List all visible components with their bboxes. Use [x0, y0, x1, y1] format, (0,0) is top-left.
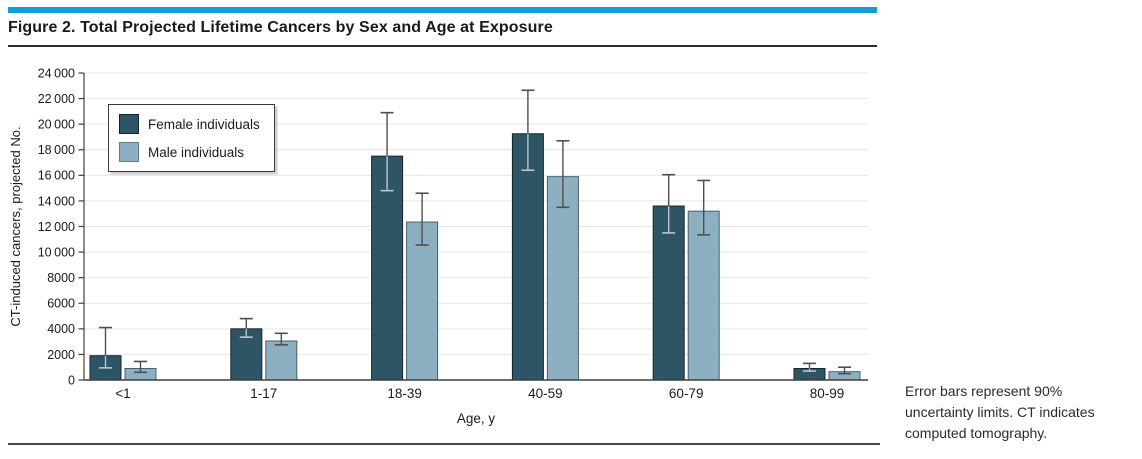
y-tick-label: 10 000 — [38, 245, 75, 259]
y-axis-label: CT-induced cancers, projected No. — [8, 126, 23, 326]
y-tick-label: 24 000 — [38, 66, 75, 80]
x-category-label: 80-99 — [810, 386, 845, 401]
y-tick-label: 22 000 — [38, 92, 75, 106]
x-axis-label: Age, y — [457, 411, 496, 426]
figure-title: Figure 2. Total Projected Lifetime Cance… — [8, 19, 553, 36]
bar-female-18-39 — [371, 155, 404, 381]
x-category-label: 60-79 — [669, 386, 704, 401]
accent-rule — [8, 7, 877, 13]
legend-label-male: Male individuals — [148, 144, 245, 160]
y-tick-label: 14 000 — [38, 194, 75, 208]
y-tick-label: 12 000 — [38, 220, 75, 234]
y-tick-label: 16 000 — [38, 169, 75, 183]
x-category-label: 40-59 — [528, 386, 563, 401]
y-tick-label: 8000 — [47, 271, 75, 285]
y-tick-label: 6000 — [47, 297, 75, 311]
legend-label-female: Female individuals — [148, 116, 260, 132]
y-tick-label: 0 — [68, 373, 75, 387]
x-category-label: <1 — [115, 386, 130, 401]
footnote-line: uncertainty limits. CT indicates — [905, 404, 1095, 420]
x-category-label: 18-39 — [387, 386, 422, 401]
female-swatch-icon — [119, 114, 139, 134]
title-divider — [8, 45, 877, 47]
chart-area: 0 2000 4000 6000 8000 10 000 12 000 14 000 16 00… — [0, 55, 890, 435]
figure-footnote: Error bars represent 90% uncertainty lim… — [905, 381, 1142, 444]
bar-male-1-17 — [265, 340, 298, 381]
x-category-label: 1-17 — [250, 386, 277, 401]
y-tick-label: 18 000 — [38, 143, 75, 157]
footnote-line: computed tomography. — [905, 425, 1048, 441]
bottom-divider — [8, 443, 880, 445]
legend-item-female: Female individuals — [119, 114, 260, 134]
chart-legend: Female individuals Male individuals — [108, 104, 275, 172]
legend-item-male: Male individuals — [119, 142, 260, 162]
footnote-line: Error bars represent 90% — [905, 383, 1063, 399]
bar-female-60-79 — [652, 205, 685, 381]
y-tick-label: 2000 — [47, 348, 75, 362]
y-tick-label: 20 000 — [38, 118, 75, 132]
male-swatch-icon — [119, 142, 139, 162]
y-tick-label: 4000 — [47, 322, 75, 336]
bar-male-60-79 — [687, 210, 720, 381]
bar-chart: 0 2000 4000 6000 8000 10 000 12 000 14 000 16 00… — [8, 66, 868, 426]
